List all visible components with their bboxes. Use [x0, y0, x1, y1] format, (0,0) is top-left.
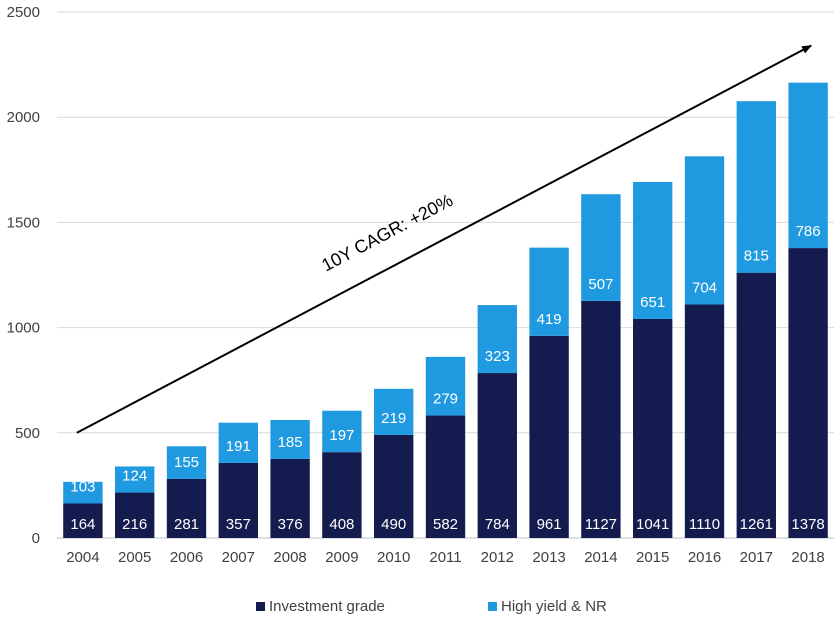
x-tick-label: 2007 — [222, 549, 255, 566]
legend-item-high-yield: High yield & NR — [488, 598, 607, 615]
x-tick-label: 2013 — [532, 549, 565, 566]
x-tick-label: 2010 — [377, 549, 410, 566]
x-tick-label: 2014 — [584, 549, 617, 566]
data-label: 704 — [692, 279, 717, 296]
data-label: 1378 — [791, 516, 824, 533]
data-label: 357 — [226, 516, 251, 533]
legend-swatch — [488, 602, 497, 611]
x-tick-label: 2004 — [66, 549, 99, 566]
bar-segment-investment-grade-2004 — [63, 503, 103, 538]
x-tick-label: 2011 — [429, 549, 461, 566]
bar-segment-investment-grade-2005 — [115, 492, 155, 538]
x-tick-label: 2016 — [688, 549, 721, 566]
data-label: 323 — [485, 348, 510, 365]
data-label: 216 — [122, 516, 147, 533]
y-tick-label: 0 — [32, 530, 40, 547]
bar-segment-high-yield-2015 — [633, 182, 673, 319]
data-label: 124 — [122, 468, 147, 485]
bar-segment-investment-grade-2018 — [788, 248, 828, 539]
legend-label: High yield & NR — [501, 598, 607, 615]
y-tick-label: 1000 — [7, 320, 40, 337]
data-label: 490 — [381, 516, 406, 533]
bar-segment-high-yield-2017 — [736, 101, 776, 273]
bar-segment-investment-grade-2011 — [425, 415, 466, 538]
legend: Investment grade High yield & NR — [0, 598, 838, 618]
data-label: 191 — [226, 438, 251, 455]
bar-segment-investment-grade-2007 — [218, 462, 258, 538]
data-label: 1110 — [689, 516, 720, 533]
y-axis: 0 500 1000 1500 2000 2500 — [7, 4, 40, 547]
data-label: 279 — [433, 391, 458, 408]
bars: 164 103 216 124 281 155 357 191 376 185 408 197 490 2… — [63, 82, 828, 539]
x-tick-label: 2018 — [791, 549, 824, 566]
data-label: 408 — [329, 516, 354, 533]
bar-segment-investment-grade-2009 — [322, 452, 362, 538]
y-tick-label: 500 — [15, 425, 40, 442]
data-label: 185 — [278, 434, 303, 451]
bar-segment-investment-grade-2010 — [374, 434, 414, 538]
data-label: 155 — [174, 454, 199, 471]
bar-segment-high-yield-2004 — [63, 481, 103, 504]
data-label: 103 — [70, 478, 95, 495]
x-tick-label: 2005 — [118, 549, 151, 566]
data-label: 376 — [278, 516, 303, 533]
bar-segment-high-yield-2007 — [218, 422, 258, 463]
data-label: 1127 — [585, 516, 617, 533]
data-label: 1261 — [740, 516, 773, 533]
bar-segment-high-yield-2010 — [374, 388, 414, 435]
bar-segment-high-yield-2012 — [477, 305, 517, 374]
x-tick-label: 2009 — [325, 549, 358, 566]
data-label: 281 — [174, 516, 199, 533]
data-label: 419 — [537, 311, 562, 328]
data-label: 164 — [70, 516, 95, 533]
bar-segment-investment-grade-2014 — [581, 300, 621, 538]
x-tick-label: 2015 — [636, 549, 669, 566]
trend-arrow-line — [76, 44, 812, 434]
y-tick-label: 2000 — [7, 109, 40, 126]
x-axis: 2004 2005 2006 2007 2008 2009 2010 2011 2012 2013… — [66, 549, 825, 566]
bar-segment-investment-grade-2008 — [270, 458, 310, 538]
x-tick-label: 2008 — [273, 549, 306, 566]
bar-segment-investment-grade-2012 — [477, 373, 517, 538]
data-label: 961 — [537, 516, 562, 533]
data-label: 582 — [433, 516, 458, 533]
bar-segment-high-yield-2011 — [425, 356, 466, 416]
bar-segment-high-yield-2014 — [581, 194, 621, 301]
data-label: 1041 — [636, 516, 669, 533]
x-tick-label: 2006 — [170, 549, 203, 566]
x-tick-label: 2012 — [481, 549, 514, 566]
y-tick-label: 1500 — [7, 214, 40, 231]
data-label: 219 — [381, 410, 406, 427]
bar-segment-investment-grade-2016 — [684, 304, 725, 538]
bar-segment-high-yield-2006 — [166, 446, 207, 479]
data-label: 786 — [796, 223, 821, 240]
bar-segment-high-yield-2016 — [684, 156, 725, 305]
data-label: 197 — [329, 427, 354, 444]
y-tick-label: 2500 — [7, 4, 40, 21]
bar-segment-high-yield-2008 — [270, 419, 310, 459]
bar-segment-investment-grade-2006 — [166, 478, 207, 538]
bar-segment-high-yield-2013 — [529, 247, 569, 336]
legend-item-investment-grade: Investment grade — [256, 598, 385, 615]
bar-segment-high-yield-2005 — [115, 466, 155, 493]
data-label: 507 — [588, 276, 613, 293]
bar-segment-investment-grade-2015 — [633, 318, 673, 538]
bar-segment-high-yield-2009 — [322, 410, 362, 453]
legend-label: Investment grade — [269, 598, 385, 615]
legend-swatch — [256, 602, 265, 611]
data-label: 784 — [485, 516, 510, 533]
cagr-annotation: 10Y CAGR: +20% — [318, 190, 456, 275]
data-label: 815 — [744, 248, 769, 265]
bar-segment-high-yield-2018 — [788, 82, 828, 249]
bar-segment-investment-grade-2017 — [736, 272, 776, 538]
x-tick-label: 2017 — [740, 549, 773, 566]
bar-segment-investment-grade-2013 — [529, 335, 569, 538]
data-label: 651 — [640, 294, 665, 311]
